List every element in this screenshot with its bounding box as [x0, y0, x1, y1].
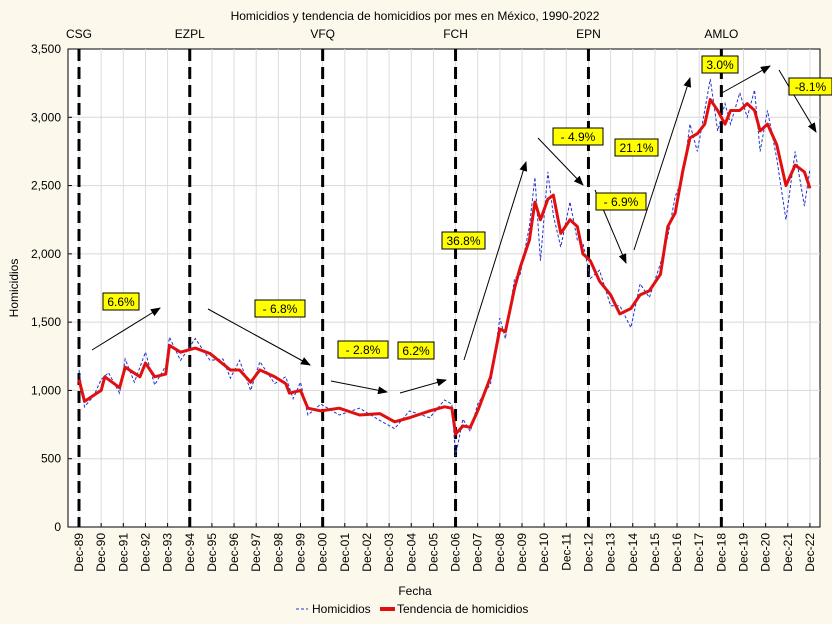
y-tick-label: 500	[41, 452, 61, 466]
x-tick-label: Dec-04	[404, 533, 418, 572]
x-tick-label: Dec-03	[382, 533, 396, 572]
period-lines: CSG EZPL VFQ FCH EPN AMLO	[66, 27, 738, 527]
period-label: FCH	[443, 27, 468, 41]
x-tick-label: Dec-12	[581, 533, 595, 572]
y-tick-label: 3,000	[31, 110, 61, 124]
y-axis: 0 500 1,000 1,500 2,000 2,500 3,000 3,500	[31, 42, 72, 534]
x-tick-label: Dec-20	[759, 533, 773, 572]
tendencia-line	[77, 98, 812, 436]
homicidios-line	[78, 78, 811, 457]
annotation-box	[102, 292, 140, 311]
x-tick-label: Dec-18	[714, 533, 728, 572]
trend-arrows	[91, 65, 817, 395]
y-tick-label: 0	[54, 520, 61, 534]
arrow	[463, 161, 528, 361]
annotation-label: - 6.9%	[604, 195, 639, 209]
arrow	[399, 378, 447, 394]
x-tick-label: Dec-17	[692, 533, 706, 572]
x-tick-label: Dec-95	[205, 533, 219, 572]
annotation-box	[701, 55, 739, 74]
x-axis-label: Fecha	[398, 584, 432, 598]
x-tick-label: Dec-90	[94, 533, 108, 572]
x-tick-label: Dec-09	[515, 533, 529, 572]
annotation-label: 6.2%	[402, 344, 430, 358]
x-tick-label: Dec-08	[493, 533, 507, 572]
x-tick-label: Dec-07	[471, 533, 485, 572]
arrow	[537, 137, 584, 186]
annotation-label: 6.6%	[107, 295, 135, 309]
period-label: AMLO	[704, 27, 738, 41]
y-tick-label: 1,000	[31, 383, 61, 397]
period-label: EPN	[576, 27, 601, 41]
x-tick-label: Dec-10	[537, 533, 551, 572]
annotation-label: -8.1%	[795, 80, 827, 94]
annotation-box	[397, 341, 435, 360]
x-axis: Dec-89 Dec-90 Dec-91 Dec-92 Dec-93 Dec-94 Dec-…	[72, 523, 817, 572]
annotation-label: 36.8%	[446, 234, 480, 248]
annotation-box	[552, 127, 604, 146]
legend-homicidios-label: Homicidios	[312, 602, 371, 616]
annotations: 6.6% - 6.8% - 2.8% 6.2% 36.8% - 4.9% 21.1% - 6.…	[102, 55, 832, 360]
x-tick-label: Dec-98	[271, 533, 285, 572]
x-tick-label: Dec-05	[426, 533, 440, 572]
y-tick-label: 1,500	[31, 315, 61, 329]
annotation-box	[254, 299, 306, 318]
x-tick-label: Dec-96	[227, 533, 241, 572]
period-label: VFQ	[310, 27, 335, 41]
plot-area	[67, 48, 821, 528]
legend: Homicidios Tendencia de homicidios	[296, 602, 528, 616]
x-tick-label: Dec-92	[138, 533, 152, 572]
arrow	[778, 69, 817, 133]
annotation-label: - 4.9%	[561, 130, 596, 144]
y-tick-label: 3,500	[31, 42, 61, 56]
annotation-label: 21.1%	[619, 141, 653, 155]
annotation-label: - 6.8%	[263, 302, 298, 316]
annotation-box	[614, 138, 659, 157]
annotation-box	[337, 340, 389, 359]
y-tick-label: 2,000	[31, 247, 61, 261]
x-tick-label: Dec-02	[360, 533, 374, 572]
x-tick-label: Dec-89	[72, 533, 86, 572]
x-tick-label: Dec-11	[559, 533, 573, 571]
arrow	[330, 380, 388, 395]
arrow	[719, 65, 771, 95]
x-tick-label: Dec-93	[161, 533, 175, 572]
arrow	[207, 308, 311, 366]
annotation-box	[441, 231, 486, 250]
x-tick-label: Dec-19	[737, 533, 751, 572]
annotation-box	[595, 192, 647, 211]
x-tick-label: Dec-14	[626, 533, 640, 572]
annotation-label: - 2.8%	[346, 343, 381, 357]
period-label: CSG	[66, 27, 92, 41]
x-tick-label: Dec-94	[183, 533, 197, 572]
x-tick-label: Dec-16	[670, 533, 684, 572]
y-axis-label: Homicidios	[7, 259, 21, 318]
annotation-box	[788, 77, 832, 96]
x-tick-label: Dec-01	[338, 533, 352, 572]
chart-title: Homicidios y tendencia de homicidios por…	[231, 9, 600, 23]
x-tick-label: Dec-06	[449, 533, 463, 572]
x-tick-label: Dec-21	[781, 533, 795, 572]
x-tick-label: Dec-00	[316, 533, 330, 572]
x-tick-label: Dec-91	[116, 533, 130, 572]
x-tick-label: Dec-13	[604, 533, 618, 572]
annotation-label: 3.0%	[706, 58, 734, 72]
x-tick-label: Dec-15	[648, 533, 662, 572]
x-tick-label: Dec-99	[294, 533, 308, 572]
legend-tendencia-label: Tendencia de homicidios	[397, 602, 528, 616]
x-tick-label: Dec-97	[249, 533, 263, 572]
y-tick-label: 2,500	[31, 179, 61, 193]
x-tick-label: Dec-22	[803, 533, 817, 572]
arrow	[633, 77, 692, 251]
period-label: EZPL	[175, 27, 205, 41]
arrow	[91, 307, 161, 351]
series-lines	[77, 78, 812, 457]
